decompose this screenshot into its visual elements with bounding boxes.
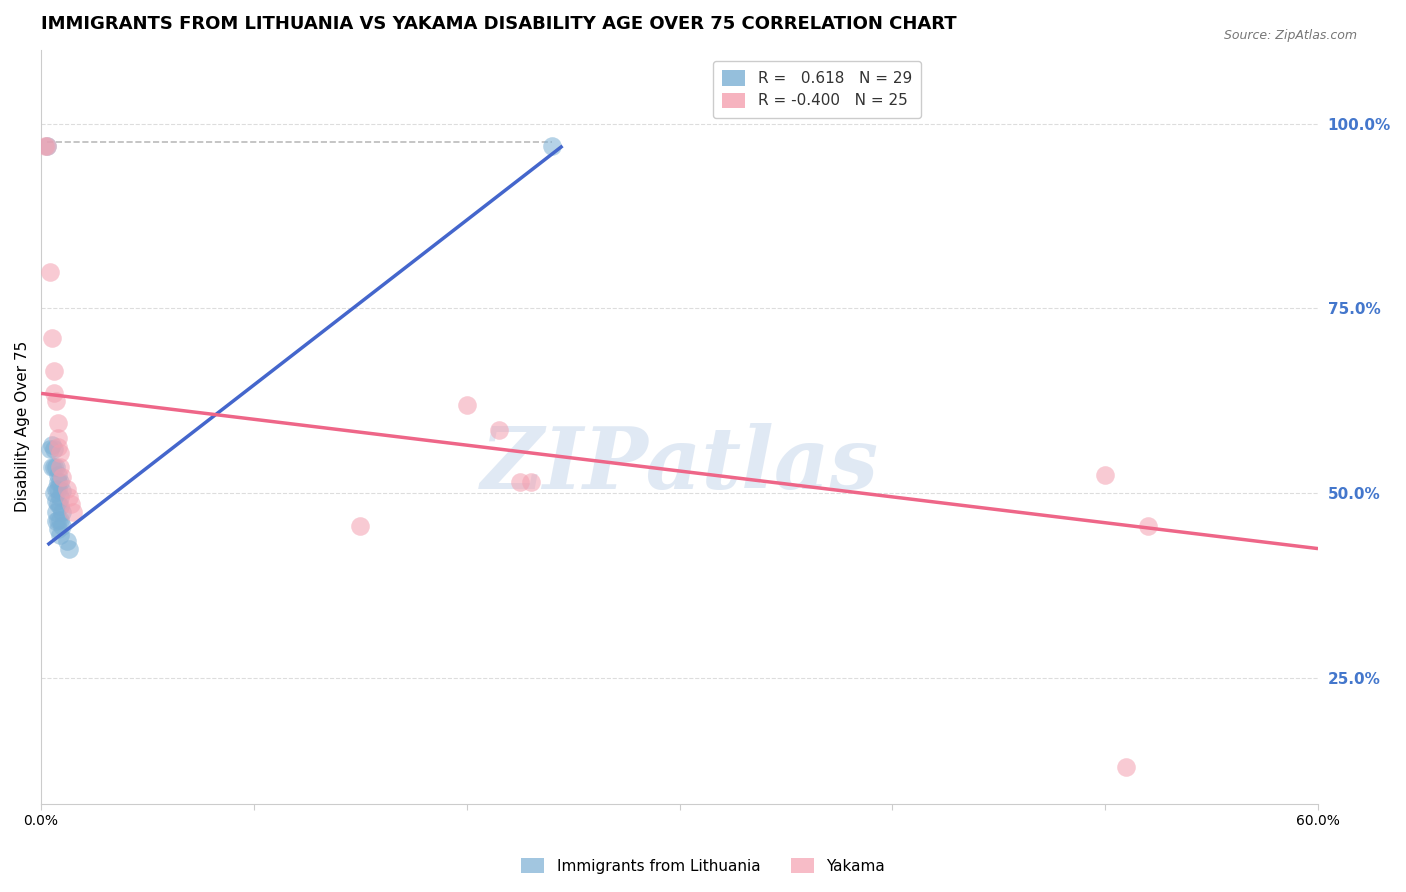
- Point: [45, 483, 67, 497]
- Point: [62, 505, 84, 519]
- Point: [38, 442, 60, 456]
- Point: [34, 139, 56, 153]
- Point: [488, 423, 510, 437]
- Point: [41, 438, 63, 452]
- Point: [49, 499, 72, 513]
- Point: [46, 513, 69, 527]
- Point: [49, 513, 72, 527]
- Point: [45, 514, 67, 528]
- Point: [509, 475, 531, 489]
- Point: [51, 505, 73, 519]
- Point: [349, 519, 371, 533]
- Point: [46, 441, 69, 455]
- Point: [58, 490, 80, 504]
- Point: [51, 483, 73, 498]
- Point: [1115, 759, 1137, 773]
- Point: [51, 470, 73, 484]
- Point: [42, 460, 65, 475]
- Point: [37, 139, 59, 153]
- Point: [42, 486, 65, 500]
- Text: IMMIGRANTS FROM LITHUANIA VS YAKAMA DISABILITY AGE OVER 75 CORRELATION CHART: IMMIGRANTS FROM LITHUANIA VS YAKAMA DISA…: [41, 15, 956, 33]
- Point: [49, 490, 72, 504]
- Point: [42, 364, 65, 378]
- Text: ZIPatlas: ZIPatlas: [481, 423, 879, 506]
- Point: [55, 534, 77, 549]
- Text: Source: ZipAtlas.com: Source: ZipAtlas.com: [1223, 29, 1357, 42]
- Legend: Immigrants from Lithuania, Yakama: Immigrants from Lithuania, Yakama: [515, 852, 891, 880]
- Y-axis label: Disability Age Over 75: Disability Age Over 75: [15, 341, 30, 512]
- Point: [41, 460, 63, 475]
- Point: [46, 522, 69, 536]
- Point: [541, 139, 564, 153]
- Point: [1136, 519, 1159, 533]
- Point: [41, 331, 63, 345]
- Point: [38, 264, 60, 278]
- Point: [49, 527, 72, 541]
- Point: [1094, 467, 1116, 482]
- Point: [456, 397, 478, 411]
- Point: [51, 519, 73, 533]
- Point: [42, 386, 65, 401]
- Legend: R =   0.618   N = 29, R = -0.400   N = 25: R = 0.618 N = 29, R = -0.400 N = 25: [713, 62, 921, 118]
- Point: [46, 467, 69, 482]
- Point: [46, 431, 69, 445]
- Point: [49, 445, 72, 459]
- Point: [37, 139, 59, 153]
- Point: [46, 416, 69, 430]
- Point: [55, 483, 77, 497]
- Point: [46, 483, 69, 497]
- Point: [46, 475, 69, 489]
- Point: [42, 442, 65, 456]
- Point: [45, 460, 67, 475]
- Point: [49, 460, 72, 475]
- Point: [45, 505, 67, 519]
- Point: [519, 475, 541, 489]
- Point: [45, 393, 67, 408]
- Point: [45, 493, 67, 508]
- Point: [46, 497, 69, 511]
- Point: [49, 475, 72, 489]
- Point: [58, 542, 80, 557]
- Point: [59, 497, 82, 511]
